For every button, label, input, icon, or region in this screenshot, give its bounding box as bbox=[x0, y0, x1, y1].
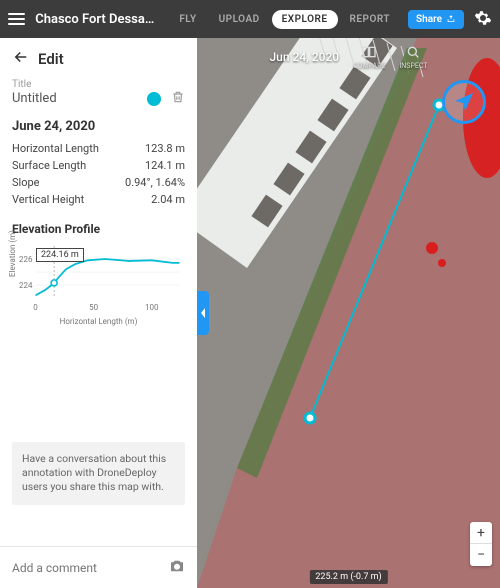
zoom-control: + − bbox=[470, 522, 492, 566]
title-field-label: Title bbox=[12, 79, 185, 90]
sidebar-collapse-handle[interactable] bbox=[197, 291, 209, 335]
comment-footer bbox=[0, 546, 197, 588]
compare-tool[interactable]: COMPARE bbox=[353, 44, 385, 70]
chart-tooltip: 224.16 m bbox=[36, 248, 84, 262]
edit-sidebar: Edit Title Untitled June 24, 2020 Horizo… bbox=[0, 38, 197, 588]
tab-explore[interactable]: EXPLORE bbox=[272, 10, 338, 29]
settings-icon[interactable] bbox=[474, 9, 492, 30]
svg-text:226: 226 bbox=[19, 255, 33, 264]
nav-tabs: FLY UPLOAD EXPLORE REPORT bbox=[169, 10, 400, 29]
top-nav: Chasco Fort Dessau W... FLY UPLOAD EXPLO… bbox=[0, 0, 500, 38]
inspect-tool[interactable]: INSPECT bbox=[399, 44, 427, 70]
camera-icon[interactable] bbox=[168, 557, 186, 578]
elevation-readout: 225.2 m (-0.7 m) bbox=[309, 570, 387, 584]
tab-report[interactable]: REPORT bbox=[340, 10, 401, 29]
elevation-profile-heading: Elevation Profile bbox=[12, 222, 185, 236]
back-icon[interactable] bbox=[12, 48, 30, 69]
color-picker[interactable] bbox=[147, 92, 161, 106]
project-title: Chasco Fort Dessau W... bbox=[35, 12, 157, 27]
conversation-placeholder: Have a conversation about this annotatio… bbox=[12, 442, 185, 505]
svg-text:50: 50 bbox=[89, 303, 98, 312]
annotation-title[interactable]: Untitled bbox=[12, 91, 57, 106]
chart-y-axis-label: Elevation (m) bbox=[8, 230, 17, 277]
sidebar-header: Edit bbox=[0, 38, 197, 79]
compass-icon[interactable] bbox=[442, 80, 486, 124]
metric-vertical-height: Vertical Height 2.04 m bbox=[12, 191, 185, 208]
tab-upload[interactable]: UPLOAD bbox=[209, 10, 270, 29]
metric-slope: Slope 0.94°, 1.64% bbox=[12, 174, 185, 191]
share-label: Share bbox=[416, 14, 442, 25]
svg-text:100: 100 bbox=[145, 303, 159, 312]
svg-text:0: 0 bbox=[33, 303, 38, 312]
elevation-chart[interactable]: Elevation (m) 226224050100 224.16 m Hori… bbox=[12, 242, 185, 332]
tab-fly[interactable]: FLY bbox=[169, 10, 206, 29]
share-icon bbox=[446, 14, 456, 24]
metric-surface-length: Surface Length 124.1 m bbox=[12, 157, 185, 174]
map-date[interactable]: Jun 24, 2020 bbox=[270, 50, 340, 64]
metric-horizontal-length: Horizontal Length 123.8 m bbox=[12, 140, 185, 157]
zoom-out-button[interactable]: − bbox=[470, 544, 492, 566]
zoom-in-button[interactable]: + bbox=[470, 522, 492, 544]
share-button[interactable]: Share bbox=[408, 10, 464, 29]
chart-x-axis-label: Horizontal Length (m) bbox=[12, 317, 185, 326]
svg-text:224: 224 bbox=[19, 281, 33, 290]
trash-icon[interactable] bbox=[171, 90, 185, 107]
sidebar-title: Edit bbox=[38, 50, 64, 68]
capture-date: June 24, 2020 bbox=[12, 119, 185, 134]
comment-input[interactable] bbox=[12, 561, 168, 575]
menu-icon[interactable] bbox=[8, 9, 25, 29]
map-viewport[interactable]: Jun 24, 2020 COMPARE INSPECT + − 225.2 m… bbox=[197, 38, 500, 588]
